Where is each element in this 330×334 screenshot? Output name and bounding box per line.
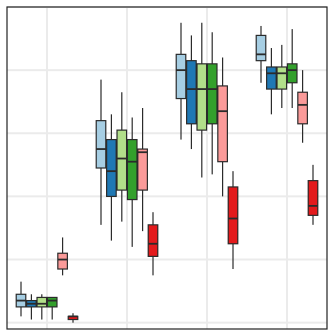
box-group (15, 281, 27, 317)
box-iqr (255, 34, 267, 62)
box-plot-boxes (15, 22, 319, 323)
box-group (137, 108, 148, 232)
box-iqr (266, 66, 277, 90)
box-iqr (116, 129, 128, 191)
box-group (217, 57, 228, 197)
box-iqr (227, 186, 239, 245)
box-iqr (175, 53, 187, 100)
box-iqr (137, 148, 148, 191)
box-group (227, 171, 239, 270)
box-iqr (276, 66, 288, 90)
plot-background (7, 7, 327, 329)
box-iqr (57, 252, 68, 270)
box-iqr (206, 63, 218, 125)
box-group (95, 79, 107, 225)
box-group (67, 313, 79, 323)
box-iqr (217, 85, 228, 163)
box-iqr (186, 60, 197, 125)
box-group (116, 92, 128, 222)
box-iqr (286, 63, 298, 84)
box-group (175, 22, 187, 140)
box-group (266, 48, 277, 115)
box-iqr (147, 224, 159, 257)
box-group (26, 294, 37, 320)
box-iqr (106, 138, 117, 198)
box-group (286, 29, 298, 109)
box-group (147, 212, 159, 276)
box-iqr (126, 138, 138, 201)
box-group (186, 35, 197, 150)
box-group (36, 294, 48, 320)
box-iqr (196, 63, 208, 131)
box-iqr (95, 120, 107, 169)
box-group (46, 296, 58, 320)
box-group (297, 70, 308, 143)
box-group (126, 117, 138, 247)
box-iqr (297, 91, 308, 125)
box-group (106, 114, 117, 241)
grid (7, 6, 327, 329)
box-iqr (307, 180, 319, 216)
box-iqr (36, 296, 48, 308)
box-group (255, 25, 267, 83)
plot-frame (6, 6, 328, 330)
box-group (196, 22, 208, 178)
box-group (276, 44, 288, 109)
box-iqr (46, 296, 58, 308)
box-group (57, 237, 68, 276)
box-group (307, 164, 319, 225)
box-group (206, 32, 218, 175)
